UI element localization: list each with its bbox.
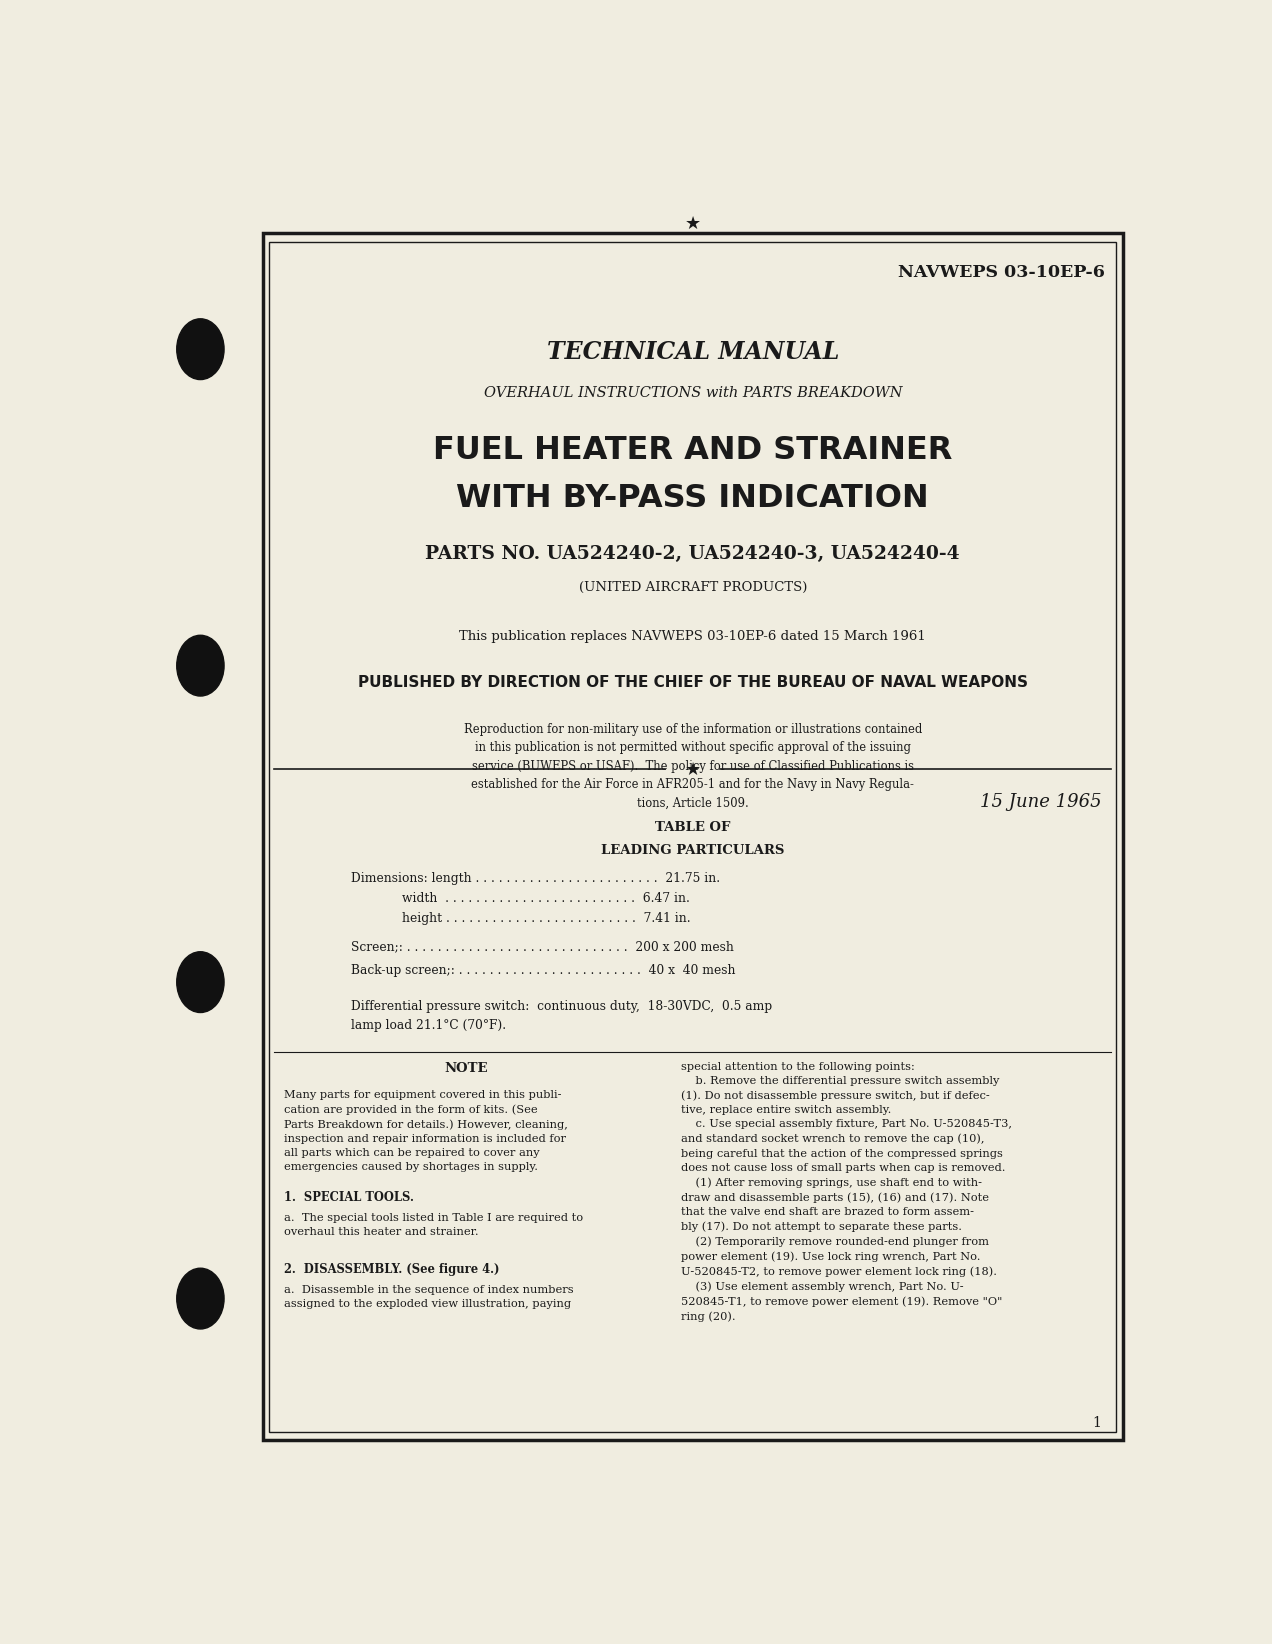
Circle shape: [177, 1268, 224, 1328]
Text: This publication replaces NAVWEPS 03-10EP-6 dated 15 March 1961: This publication replaces NAVWEPS 03-10E…: [459, 630, 926, 643]
Text: TECHNICAL MANUAL: TECHNICAL MANUAL: [547, 340, 840, 363]
Text: LEADING PARTICULARS: LEADING PARTICULARS: [602, 843, 785, 857]
Text: Reproduction for non-military use of the information or illustrations contained
: Reproduction for non-military use of the…: [463, 723, 922, 809]
Text: FUEL HEATER AND STRAINER: FUEL HEATER AND STRAINER: [434, 436, 953, 465]
Text: 15 June 1965: 15 June 1965: [979, 794, 1102, 812]
Text: 2.  DISASSEMBLY. (See figure 4.): 2. DISASSEMBLY. (See figure 4.): [284, 1263, 500, 1276]
Text: OVERHAUL INSTRUCTIONS with PARTS BREAKDOWN: OVERHAUL INSTRUCTIONS with PARTS BREAKDO…: [483, 386, 902, 401]
Text: Differential pressure switch:  continuous duty,  18-30VDC,  0.5 amp
lamp load 21: Differential pressure switch: continuous…: [351, 1000, 772, 1032]
Bar: [262, 233, 1123, 1440]
Text: ★: ★: [684, 215, 701, 233]
Text: a.  The special tools listed in Table I are required to
overhaul this heater and: a. The special tools listed in Table I a…: [284, 1213, 584, 1236]
Text: ★: ★: [684, 761, 701, 779]
Text: Many parts for equipment covered in this publi-
cation are provided in the form : Many parts for equipment covered in this…: [284, 1090, 569, 1172]
Bar: [270, 242, 1117, 1432]
Circle shape: [177, 635, 224, 695]
Text: 1: 1: [1093, 1415, 1102, 1430]
Circle shape: [177, 952, 224, 1013]
Text: PARTS NO. UA524240-2, UA524240-3, UA524240-4: PARTS NO. UA524240-2, UA524240-3, UA5242…: [426, 546, 960, 564]
Text: NOTE: NOTE: [444, 1062, 488, 1075]
Text: PUBLISHED BY DIRECTION OF THE CHIEF OF THE BUREAU OF NAVAL WEAPONS: PUBLISHED BY DIRECTION OF THE CHIEF OF T…: [357, 674, 1028, 689]
Circle shape: [177, 319, 224, 380]
Text: TABLE OF: TABLE OF: [655, 822, 730, 834]
Text: 1.  SPECIAL TOOLS.: 1. SPECIAL TOOLS.: [284, 1190, 415, 1203]
Text: Back-up screen;: . . . . . . . . . . . . . . . . . . . . . . . .  40 x  40 mesh: Back-up screen;: . . . . . . . . . . . .…: [351, 965, 735, 977]
Text: height . . . . . . . . . . . . . . . . . . . . . . . . .  7.41 in.: height . . . . . . . . . . . . . . . . .…: [402, 912, 691, 926]
Text: a.  Disassemble in the sequence of index numbers
assigned to the exploded view i: a. Disassemble in the sequence of index …: [284, 1284, 574, 1309]
Text: WITH BY-PASS INDICATION: WITH BY-PASS INDICATION: [457, 483, 929, 515]
Text: NAVWEPS 03-10EP-6: NAVWEPS 03-10EP-6: [898, 265, 1105, 281]
Text: width  . . . . . . . . . . . . . . . . . . . . . . . . .  6.47 in.: width . . . . . . . . . . . . . . . . . …: [402, 893, 691, 906]
Text: Dimensions: length . . . . . . . . . . . . . . . . . . . . . . . .  21.75 in.: Dimensions: length . . . . . . . . . . .…: [351, 871, 720, 884]
Text: special attention to the following points:
    b. Remove the differential pressu: special attention to the following point…: [682, 1062, 1013, 1322]
Text: (UNITED AIRCRAFT PRODUCTS): (UNITED AIRCRAFT PRODUCTS): [579, 580, 806, 593]
Text: Screen;: . . . . . . . . . . . . . . . . . . . . . . . . . . . . .  200 x 200 me: Screen;: . . . . . . . . . . . . . . . .…: [351, 940, 734, 954]
